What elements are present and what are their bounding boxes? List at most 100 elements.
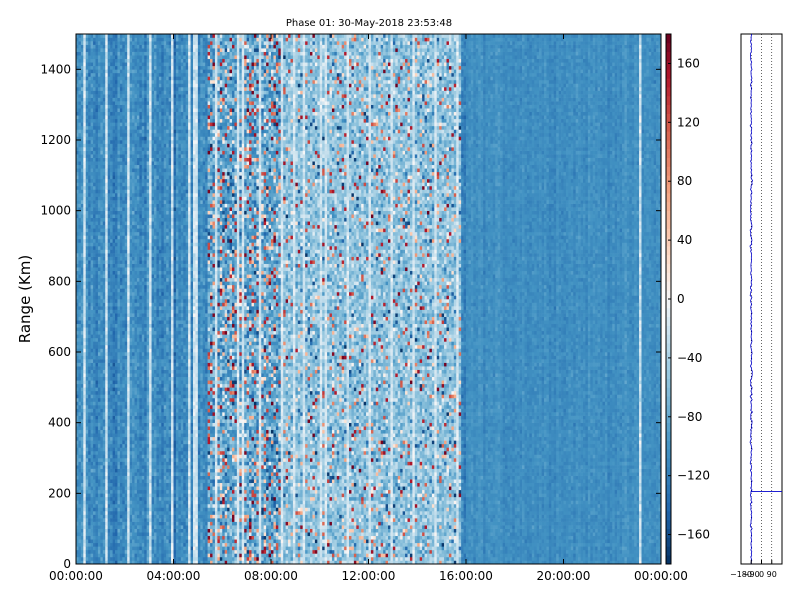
heatmap-cell [110, 536, 113, 540]
heatmap-cell [98, 154, 101, 158]
heatmap-cell [96, 412, 99, 416]
heatmap-cell [105, 76, 108, 80]
heatmap-cell [110, 112, 113, 116]
heatmap-cell [113, 179, 116, 183]
heatmap-cell [120, 423, 123, 427]
heatmap-cell [108, 115, 111, 119]
heatmap-cell [149, 257, 152, 261]
heatmap-cell [125, 515, 128, 519]
heatmap-cell [154, 299, 157, 303]
heatmap-cell [137, 334, 140, 338]
heatmap-cell [137, 158, 140, 162]
heatmap-cell [144, 447, 147, 451]
heatmap-cell [91, 306, 94, 310]
heatmap-cell [105, 189, 108, 193]
heatmap-cell [108, 356, 111, 360]
heatmap-cell [139, 539, 142, 543]
heatmap-cell [105, 359, 108, 363]
heatmap-cell [149, 69, 152, 73]
heatmap-cell [127, 370, 130, 374]
heatmap-cell [96, 292, 99, 296]
heatmap-cell [78, 112, 81, 116]
heatmap-cell [142, 327, 145, 331]
heatmap-cell [81, 253, 84, 257]
heatmap-cell [122, 267, 125, 271]
heatmap-cell [144, 483, 147, 487]
heatmap-cell [100, 221, 103, 225]
heatmap-cell [88, 454, 91, 458]
heatmap-cell [139, 550, 142, 554]
heatmap-cell [105, 543, 108, 547]
heatmap-cell [137, 320, 140, 324]
heatmap-cell [103, 52, 106, 56]
heatmap-cell [98, 433, 101, 437]
heatmap-cell [154, 518, 157, 522]
heatmap-cell [88, 218, 91, 222]
heatmap-cell [147, 550, 150, 554]
heatmap-cell [137, 278, 140, 282]
heatmap-cell [154, 214, 157, 218]
heatmap-cell [154, 168, 157, 172]
heatmap-cell [105, 348, 108, 352]
heatmap-cell [122, 73, 125, 77]
heatmap-cell [147, 306, 150, 310]
heatmap-cell [113, 62, 116, 66]
heatmap-cell [144, 320, 147, 324]
heatmap-cell [152, 133, 155, 137]
heatmap-cell [93, 416, 96, 420]
heatmap-cell [81, 507, 84, 511]
heatmap-cell [93, 476, 96, 480]
heatmap-cell [125, 451, 128, 455]
heatmap-cell [125, 334, 128, 338]
heatmap-cell [93, 306, 96, 310]
heatmap-cell [96, 529, 99, 533]
heatmap-cell [152, 370, 155, 374]
heatmap-cell [147, 211, 150, 215]
heatmap-cell [137, 144, 140, 148]
heatmap-cell [110, 324, 113, 328]
heatmap-cell [149, 115, 152, 119]
heatmap-cell [98, 62, 101, 66]
heatmap-cell [122, 204, 125, 208]
heatmap-cell [132, 303, 135, 307]
heatmap-cell [98, 140, 101, 144]
heatmap-cell [88, 246, 91, 250]
heatmap-cell [83, 384, 86, 388]
heatmap-cell [122, 55, 125, 59]
heatmap-cell [135, 264, 138, 268]
heatmap-cell [93, 172, 96, 176]
heatmap-cell [127, 398, 130, 402]
heatmap-cell [100, 338, 103, 342]
heatmap-cell [142, 419, 145, 423]
heatmap-cell [142, 274, 145, 278]
heatmap-cell [144, 451, 147, 455]
heatmap-cell [115, 299, 118, 303]
heatmap-cell [81, 101, 84, 105]
heatmap-cell [137, 112, 140, 116]
heatmap-cell [117, 356, 120, 360]
heatmap-cell [132, 218, 135, 222]
heatmap-cell [125, 62, 128, 66]
heatmap-cell [127, 115, 130, 119]
heatmap-cell [96, 235, 99, 239]
heatmap-cell [130, 303, 133, 307]
heatmap-cell [83, 539, 86, 543]
heatmap-cell [137, 204, 140, 208]
heatmap-cell [117, 189, 120, 193]
heatmap-cell [83, 278, 86, 282]
heatmap-cell [152, 557, 155, 561]
heatmap-cell [91, 493, 94, 497]
heatmap-cell [88, 34, 91, 38]
heatmap-cell [135, 370, 138, 374]
heatmap-cell [91, 193, 94, 197]
heatmap-cell [113, 214, 116, 218]
heatmap-cell [88, 101, 91, 105]
heatmap-cell [132, 469, 135, 473]
heatmap-cell [130, 398, 133, 402]
heatmap-cell [122, 331, 125, 335]
heatmap-cell [105, 186, 108, 190]
heatmap-cell [135, 94, 138, 98]
heatmap-cell [125, 108, 128, 112]
heatmap-cell [115, 242, 118, 246]
heatmap-cell [88, 80, 91, 84]
